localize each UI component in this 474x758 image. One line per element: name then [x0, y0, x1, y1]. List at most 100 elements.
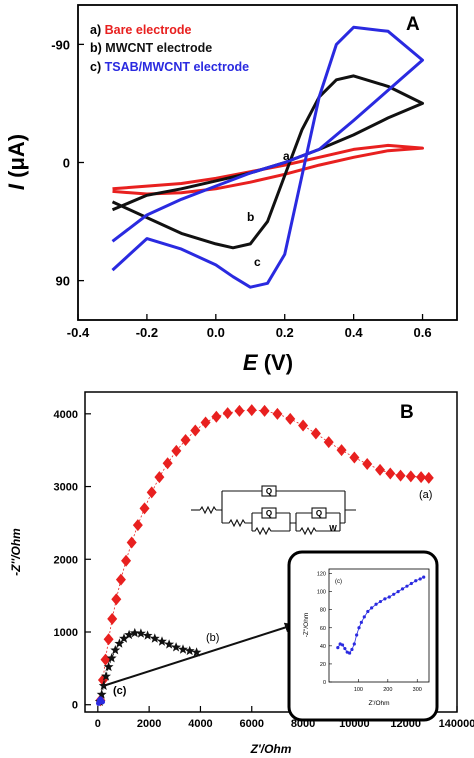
series-a-point — [211, 410, 222, 423]
inset-series-point — [357, 626, 361, 630]
cv-curve-c — [111, 25, 424, 289]
inset-series-point — [359, 620, 363, 624]
inset-plot-area — [328, 568, 430, 683]
series-a-point — [171, 444, 182, 457]
series-a-point — [259, 404, 270, 417]
panel-a-legend: a) Bare electrode b) MWCNT electrode c) … — [90, 23, 249, 74]
panel-b-y-tick-label: 3000 — [54, 482, 78, 494]
inset-series-point — [422, 575, 426, 579]
series-a-point — [298, 419, 309, 432]
inset-series-point — [347, 651, 352, 655]
series-a-point — [115, 573, 126, 586]
circuit-cpe-bottom-2 — [311, 507, 327, 519]
series-b-point — [171, 642, 181, 652]
series-a-point — [200, 416, 211, 429]
series-b-point — [142, 630, 153, 640]
panel-b-plot-frame — [84, 391, 458, 713]
series-b-point — [149, 633, 160, 643]
panel-a-x-tick-label: 0.4 — [345, 325, 364, 340]
zoom-arrow — [102, 622, 295, 687]
series-b-point — [106, 653, 117, 663]
inset-series — [336, 575, 426, 655]
circuit-bottom-branch — [222, 512, 345, 536]
circuit-cpe-top — [261, 485, 277, 497]
panel-a-y-tick-label: 0 — [63, 156, 70, 171]
panel-a-x-tick-label: -0.4 — [67, 325, 90, 340]
panel-b-x-axis-label: Z'/Ohm — [250, 742, 292, 756]
series-a-point — [310, 427, 321, 440]
series-label-a: (a) — [419, 489, 432, 501]
panel-a-x-tick-label: 0.0 — [207, 325, 225, 340]
series-a-point — [246, 404, 257, 417]
circuit-cpe-bottom-1 — [261, 507, 277, 519]
circuit-top-branch — [222, 490, 356, 523]
inset-y-tick-label: 80 — [320, 608, 326, 614]
curve-label-b: b — [247, 210, 254, 224]
series-a-point — [111, 593, 122, 606]
panel-b-y-tick-label: 1000 — [54, 627, 78, 639]
series-a-point — [375, 463, 386, 476]
circuit-warburg-label: W — [329, 524, 337, 533]
circuit-q-label-1: Q — [266, 509, 272, 518]
series-a-point — [126, 536, 137, 549]
series-a-point — [234, 404, 245, 417]
series-a-point — [107, 612, 118, 625]
inset-y-tick-label: 40 — [320, 644, 326, 650]
series-b-point — [136, 628, 146, 638]
inset-series-point — [387, 595, 391, 599]
inset-series-point — [418, 577, 422, 581]
equivalent-circuit-diagram — [191, 485, 356, 536]
panel-b-y-tick-label: 2000 — [54, 554, 78, 566]
series-a-point — [362, 458, 373, 470]
series-a-point — [416, 471, 427, 484]
inset-y-axis-label: -Z''/Ohm — [303, 613, 310, 638]
inset-series-point — [378, 599, 383, 604]
inset-series-point — [340, 643, 345, 647]
inset-x-tick-label: 100 — [354, 687, 363, 693]
series-b-point — [129, 627, 140, 638]
panel-b-x-tick-label: 2000 — [137, 718, 161, 730]
series-label-c: (c) — [113, 685, 127, 697]
series-c-point — [99, 699, 106, 705]
inset-series-point — [370, 606, 374, 610]
panel-a-x-tick-label: 0.2 — [276, 325, 294, 340]
panel-b-nyquist-chart: 0 2000 4000 6000 8000 10000 12000 1400000100020… — [9, 391, 474, 756]
series-b-point — [110, 645, 121, 655]
series-b-point — [191, 647, 202, 657]
series-a-point — [139, 502, 150, 515]
inset-series-point — [414, 579, 418, 583]
inset-series-point — [392, 592, 396, 596]
inset-series-point — [374, 602, 378, 606]
inset-series-point — [405, 584, 409, 588]
circuit-q-label-top: Q — [266, 487, 272, 496]
panel-a-y-tick-label: -90 — [51, 37, 70, 52]
inset-series-point — [343, 646, 347, 651]
circuit-q-label-2: Q — [316, 509, 322, 518]
series-a-point — [180, 434, 191, 446]
inset-y-tick-label: 120 — [317, 572, 326, 578]
legend-entry-a: a) Bare electrode — [90, 23, 191, 37]
inset-x-axis-label: Z'/Ohm — [368, 700, 389, 707]
inset-y-tick-label: 100 — [317, 590, 326, 596]
series-b-point — [184, 645, 195, 656]
series-b-point — [178, 644, 188, 654]
cv-curve-b — [111, 74, 424, 250]
panel-b-series — [94, 404, 434, 707]
series-b-point — [114, 638, 125, 648]
panel-b-x-tick-label: 0 — [95, 718, 101, 730]
panel-b-y-tick-label: 4000 — [54, 409, 78, 421]
inset-series-point — [400, 587, 405, 591]
panel-a-cv-chart: -0.4 -0.2 0.0 0.2 0.4 0.6 -90 0 90 A a) Bare ele… — [4, 4, 458, 375]
inset-x-tick-label: 300 — [413, 687, 422, 693]
series-b-point — [157, 636, 167, 646]
inset-series-point — [383, 597, 387, 601]
inset-axis-ticks: 100 200 300 0 20 40 60 80 100 120 — [317, 572, 422, 693]
panel-a-x-tick-label: -0.2 — [136, 325, 158, 340]
inset-series-point — [352, 642, 356, 646]
inset-series-point — [336, 646, 340, 650]
series-a-point — [222, 407, 233, 420]
series-a-point — [323, 436, 334, 449]
series-a-point — [349, 451, 360, 464]
panel-b-label: B — [400, 402, 414, 423]
series-a-point — [272, 407, 283, 420]
